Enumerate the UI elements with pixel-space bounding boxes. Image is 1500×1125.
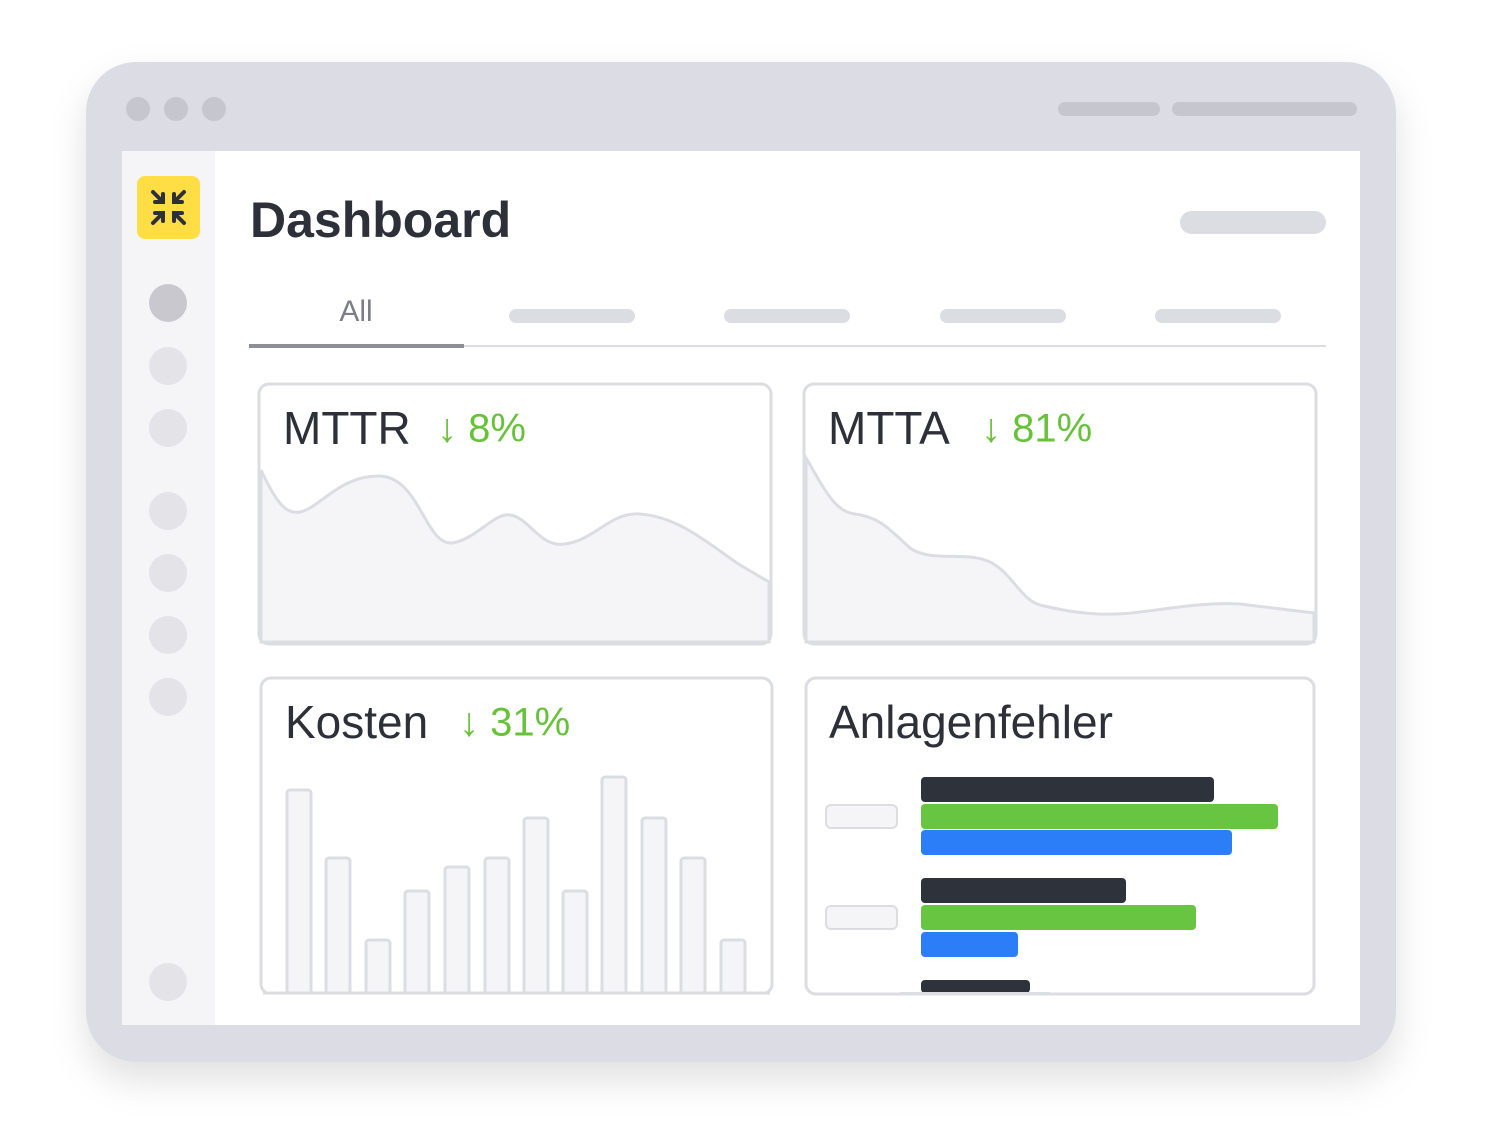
- toolbar-placeholder: [1058, 102, 1160, 116]
- logo[interactable]: [137, 176, 200, 239]
- bar: [285, 788, 313, 1002]
- nav-item[interactable]: [149, 616, 187, 654]
- tab-placeholder[interactable]: [724, 309, 850, 323]
- bar: [719, 938, 747, 1002]
- tab-placeholder[interactable]: [940, 309, 1066, 323]
- page-title: Dashboard: [250, 192, 511, 248]
- card-delta: ↓ 81%: [981, 407, 1092, 451]
- label-placeholder: [825, 905, 898, 930]
- nav-item[interactable]: [149, 284, 187, 322]
- hbar: [921, 777, 1214, 802]
- tab-placeholder[interactable]: [509, 309, 635, 323]
- sparkline: [259, 469, 771, 644]
- bar: [600, 775, 628, 1002]
- hbar: [921, 830, 1232, 855]
- tab-placeholder[interactable]: [1155, 309, 1281, 323]
- nav-item[interactable]: [149, 554, 187, 592]
- logo-icon: [151, 190, 186, 225]
- hbar: [921, 905, 1196, 930]
- bar: [403, 889, 431, 1002]
- header-placeholder[interactable]: [1180, 211, 1326, 234]
- nav-item[interactable]: [149, 678, 187, 716]
- window-dot: [164, 97, 188, 121]
- card-mask: [262, 993, 771, 1003]
- card-delta: ↓ 31%: [459, 701, 570, 745]
- tab[interactable]: All: [339, 295, 372, 328]
- bar: [640, 816, 668, 1002]
- bar: [522, 816, 550, 1002]
- nav-item[interactable]: [149, 492, 187, 530]
- label-placeholder: [825, 804, 898, 829]
- hbar: [921, 878, 1126, 903]
- bar: [483, 856, 511, 1002]
- sparkline: [804, 452, 1316, 644]
- card-title: Anlagenfehler: [829, 696, 1113, 748]
- bar: [443, 865, 471, 1002]
- card-title: MTTA: [828, 402, 950, 454]
- hbar: [921, 980, 1030, 993]
- card-title: Kosten: [285, 696, 428, 748]
- bar: [679, 856, 707, 1002]
- card-delta: ↓ 8%: [437, 407, 526, 451]
- bar: [561, 889, 589, 1002]
- bar: [324, 856, 352, 1002]
- window-dot: [202, 97, 226, 121]
- toolbar-placeholder: [1172, 102, 1357, 116]
- nav-item[interactable]: [149, 347, 187, 385]
- window-dot: [126, 97, 150, 121]
- hbar: [921, 804, 1278, 829]
- nav-item[interactable]: [149, 409, 187, 447]
- bar: [364, 938, 392, 1002]
- nav-item[interactable]: [149, 963, 187, 1001]
- card-title: MTTR: [283, 402, 411, 454]
- hbar: [921, 932, 1018, 957]
